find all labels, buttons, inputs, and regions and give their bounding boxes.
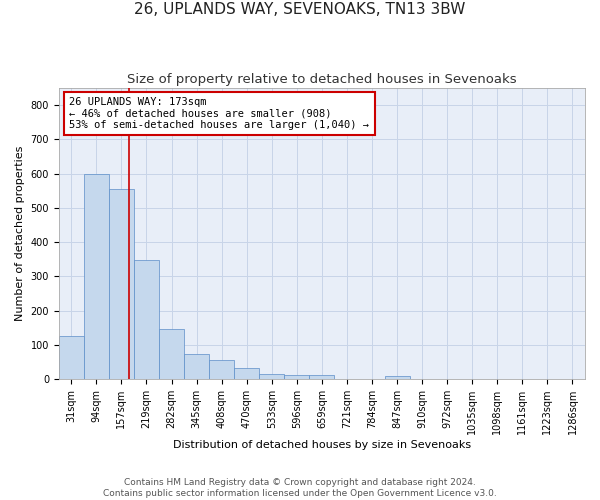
Text: Contains HM Land Registry data © Crown copyright and database right 2024.
Contai: Contains HM Land Registry data © Crown c… — [103, 478, 497, 498]
Bar — [84, 174, 109, 379]
Bar — [184, 354, 209, 379]
Bar — [385, 376, 410, 379]
Text: 26, UPLANDS WAY, SEVENOAKS, TN13 3BW: 26, UPLANDS WAY, SEVENOAKS, TN13 3BW — [134, 2, 466, 18]
Bar — [284, 375, 310, 379]
Y-axis label: Number of detached properties: Number of detached properties — [15, 146, 25, 322]
Bar — [259, 374, 284, 379]
Bar — [159, 328, 184, 379]
Bar — [134, 260, 159, 379]
Bar — [310, 375, 334, 379]
Text: 26 UPLANDS WAY: 173sqm
← 46% of detached houses are smaller (908)
53% of semi-de: 26 UPLANDS WAY: 173sqm ← 46% of detached… — [70, 97, 370, 130]
Bar — [109, 189, 134, 379]
X-axis label: Distribution of detached houses by size in Sevenoaks: Distribution of detached houses by size … — [173, 440, 471, 450]
Bar — [59, 336, 84, 379]
Bar — [209, 360, 234, 379]
Bar — [234, 368, 259, 379]
Title: Size of property relative to detached houses in Sevenoaks: Size of property relative to detached ho… — [127, 72, 517, 86]
